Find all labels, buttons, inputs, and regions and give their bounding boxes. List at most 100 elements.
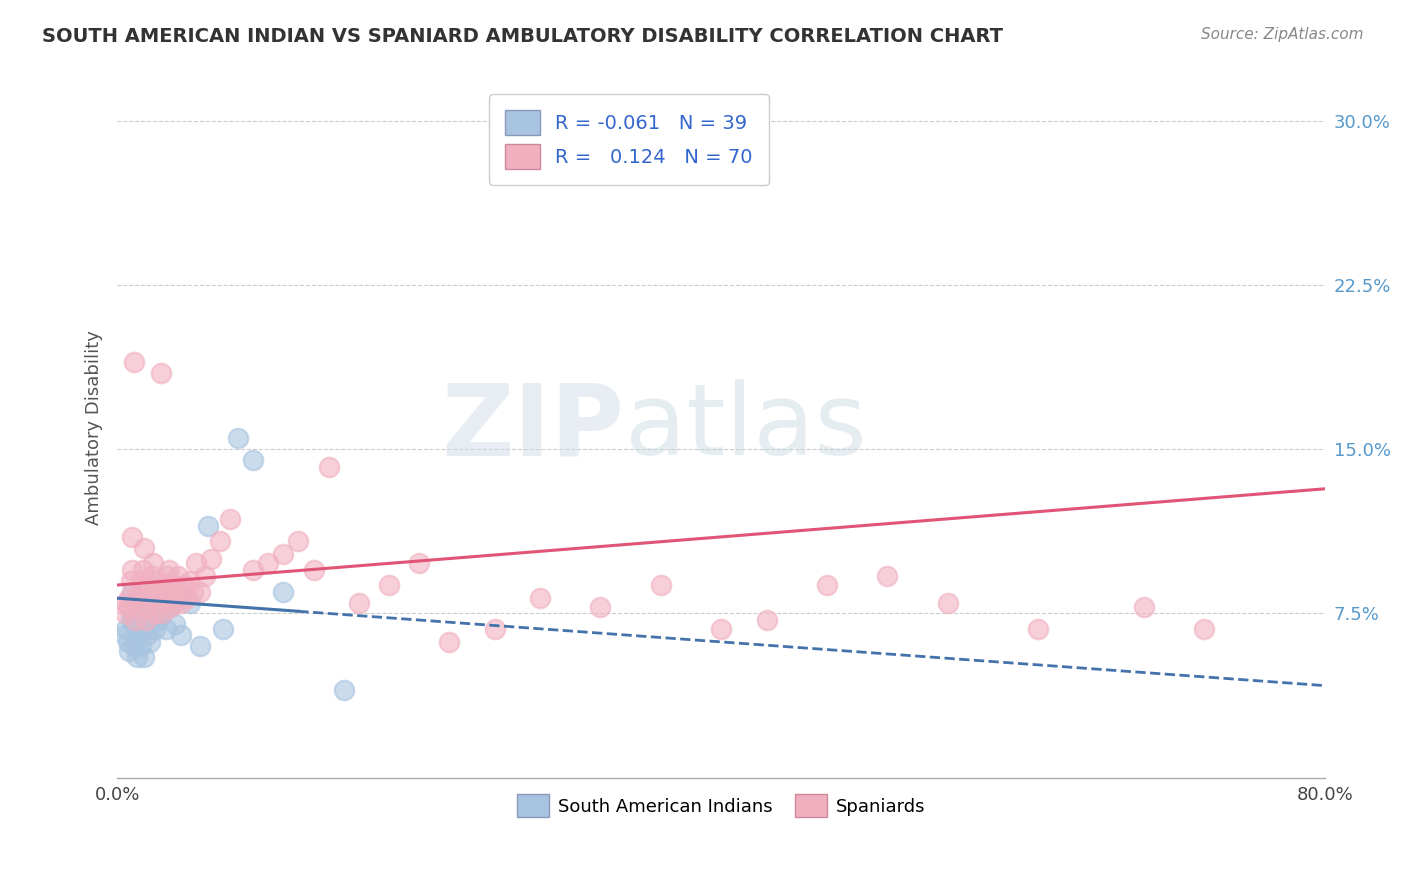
Point bbox=[157, 563, 180, 577]
Point bbox=[121, 607, 143, 621]
Point bbox=[271, 584, 294, 599]
Point bbox=[141, 569, 163, 583]
Point bbox=[242, 453, 264, 467]
Point bbox=[212, 622, 235, 636]
Point bbox=[131, 574, 153, 588]
Point bbox=[121, 530, 143, 544]
Point bbox=[936, 595, 959, 609]
Point bbox=[529, 591, 551, 606]
Point bbox=[876, 569, 898, 583]
Point bbox=[271, 548, 294, 562]
Point bbox=[136, 599, 159, 614]
Point bbox=[127, 591, 149, 606]
Point bbox=[134, 650, 156, 665]
Point bbox=[115, 622, 138, 636]
Point bbox=[156, 569, 179, 583]
Point bbox=[162, 578, 184, 592]
Point bbox=[143, 622, 166, 636]
Point bbox=[120, 613, 142, 627]
Point bbox=[710, 622, 733, 636]
Point bbox=[650, 578, 672, 592]
Point bbox=[439, 635, 461, 649]
Point bbox=[194, 569, 217, 583]
Point bbox=[166, 569, 188, 583]
Point bbox=[138, 617, 160, 632]
Point bbox=[136, 628, 159, 642]
Point bbox=[117, 635, 139, 649]
Point bbox=[145, 595, 167, 609]
Point bbox=[173, 578, 195, 592]
Point bbox=[121, 584, 143, 599]
Point bbox=[153, 591, 176, 606]
Point bbox=[139, 595, 162, 609]
Point bbox=[134, 607, 156, 621]
Point bbox=[208, 534, 231, 549]
Point bbox=[152, 607, 174, 621]
Point bbox=[143, 607, 166, 621]
Point bbox=[1194, 622, 1216, 636]
Point bbox=[188, 640, 211, 654]
Point bbox=[287, 534, 309, 549]
Y-axis label: Ambulatory Disability: Ambulatory Disability bbox=[86, 330, 103, 524]
Point bbox=[128, 613, 150, 627]
Point bbox=[219, 512, 242, 526]
Point bbox=[347, 595, 370, 609]
Point bbox=[122, 640, 145, 654]
Point bbox=[242, 563, 264, 577]
Point bbox=[132, 622, 155, 636]
Point bbox=[159, 599, 181, 614]
Point bbox=[138, 591, 160, 606]
Point bbox=[146, 584, 169, 599]
Text: ZIP: ZIP bbox=[441, 379, 624, 476]
Point bbox=[181, 584, 204, 599]
Point bbox=[135, 613, 157, 627]
Point bbox=[128, 584, 150, 599]
Point bbox=[160, 591, 183, 606]
Point bbox=[318, 459, 340, 474]
Point bbox=[139, 635, 162, 649]
Point bbox=[200, 551, 222, 566]
Point bbox=[1133, 599, 1156, 614]
Point bbox=[184, 556, 207, 570]
Point bbox=[179, 574, 201, 588]
Point bbox=[114, 628, 136, 642]
Text: atlas: atlas bbox=[624, 379, 866, 476]
Point bbox=[134, 541, 156, 555]
Point bbox=[121, 563, 143, 577]
Point bbox=[408, 556, 430, 570]
Point bbox=[135, 617, 157, 632]
Point bbox=[163, 595, 186, 609]
Point bbox=[165, 584, 187, 599]
Point bbox=[176, 591, 198, 606]
Point bbox=[332, 683, 354, 698]
Point bbox=[118, 591, 141, 606]
Point bbox=[149, 366, 172, 380]
Point bbox=[125, 650, 148, 665]
Point bbox=[142, 556, 165, 570]
Point bbox=[148, 574, 170, 588]
Point bbox=[179, 595, 201, 609]
Point bbox=[121, 595, 143, 609]
Point bbox=[589, 599, 612, 614]
Point bbox=[128, 599, 150, 614]
Point bbox=[378, 578, 401, 592]
Point bbox=[226, 432, 249, 446]
Point bbox=[146, 613, 169, 627]
Text: SOUTH AMERICAN INDIAN VS SPANIARD AMBULATORY DISABILITY CORRELATION CHART: SOUTH AMERICAN INDIAN VS SPANIARD AMBULA… bbox=[42, 27, 1002, 45]
Point bbox=[124, 613, 146, 627]
Point bbox=[115, 595, 138, 609]
Point bbox=[152, 607, 174, 621]
Point bbox=[118, 643, 141, 657]
Point bbox=[125, 599, 148, 614]
Point bbox=[815, 578, 838, 592]
Point bbox=[169, 628, 191, 642]
Point bbox=[169, 595, 191, 609]
Point bbox=[484, 622, 506, 636]
Point bbox=[132, 563, 155, 577]
Point bbox=[139, 578, 162, 592]
Point bbox=[188, 584, 211, 599]
Point bbox=[163, 617, 186, 632]
Point bbox=[155, 578, 177, 592]
Point bbox=[127, 628, 149, 642]
Point bbox=[124, 617, 146, 632]
